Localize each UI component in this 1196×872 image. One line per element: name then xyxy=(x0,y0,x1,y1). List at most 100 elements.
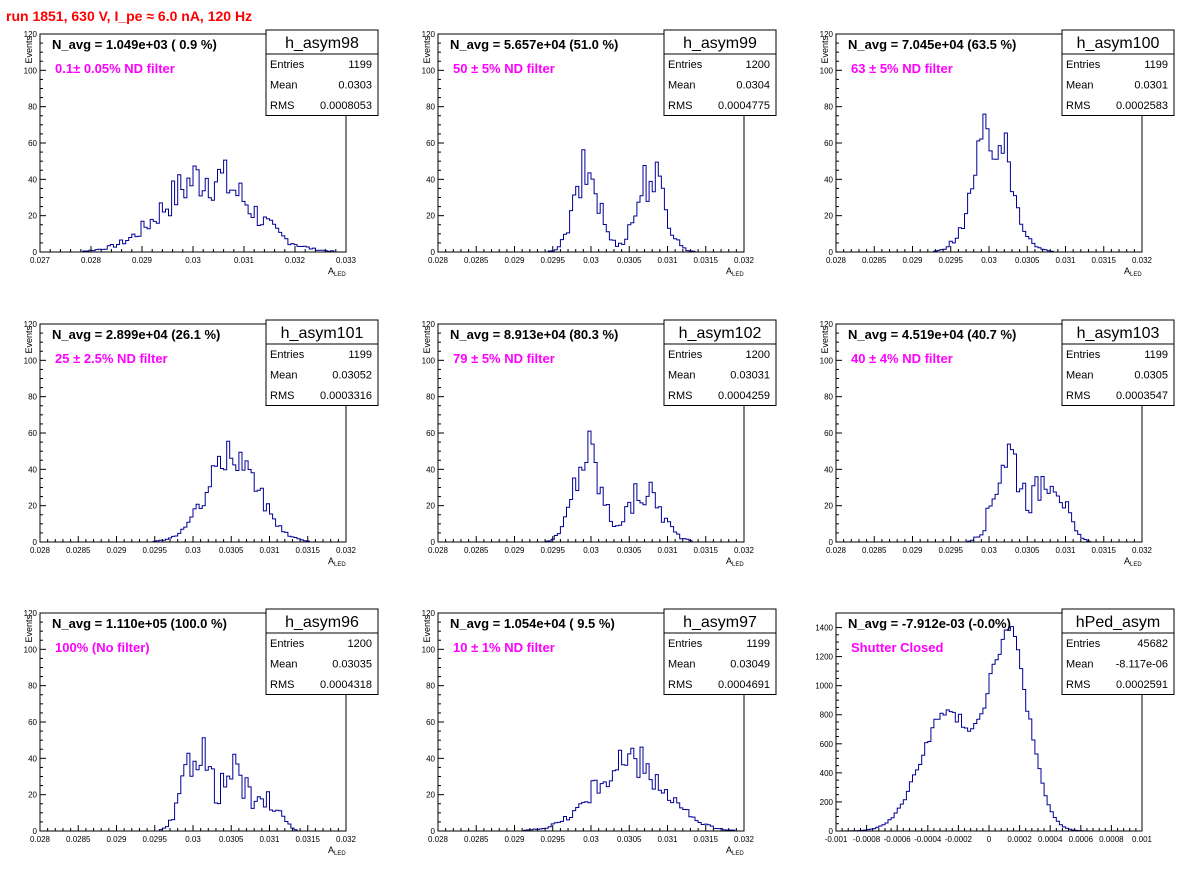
y-tick-label: 40 xyxy=(28,175,37,184)
x-tick-label: -0.0004 xyxy=(914,835,942,844)
x-tick-label: 0.028 xyxy=(30,546,51,555)
y-tick-label: 120 xyxy=(820,30,834,39)
x-tick-label: 0.0295 xyxy=(541,835,566,844)
x-tick-label: -0.0008 xyxy=(853,835,881,844)
y-tick-label: 20 xyxy=(28,791,37,800)
y-tick-label: 40 xyxy=(426,465,435,474)
histogram-series xyxy=(40,737,346,832)
histogram-name: h_asym98 xyxy=(285,35,359,52)
x-tick-label: 0.029 xyxy=(132,256,153,265)
stat-value-mean: 0.0304 xyxy=(736,80,770,92)
y-tick-label: 0 xyxy=(829,827,834,836)
y-tick-label: 100 xyxy=(422,356,436,365)
x-tick-label: 0.031 xyxy=(657,546,678,555)
x-tick-label: 0.032 xyxy=(336,546,357,555)
navg-label: N_avg = 2.899e+04 (26.1 %) xyxy=(52,327,220,342)
x-tick-label: 0.028 xyxy=(428,256,449,265)
y-tick-label: 20 xyxy=(426,791,435,800)
stats-box xyxy=(663,319,777,406)
filter-label: 63 ± 5% ND filter xyxy=(851,61,953,76)
stat-label-rms: RMS xyxy=(270,679,294,691)
histogram-series xyxy=(438,430,744,543)
x-tick-label: 0.029 xyxy=(902,546,923,555)
y-tick-label: 120 xyxy=(24,30,38,39)
stat-value-mean: -8.117e-06 xyxy=(1116,659,1168,671)
x-tick-label: 0.0305 xyxy=(1015,546,1040,555)
navg-label: N_avg = 1.054e+04 ( 9.5 %) xyxy=(450,616,615,631)
x-tick-label: 0.029 xyxy=(504,546,525,555)
stats-box xyxy=(1061,608,1175,695)
stat-label-entries: Entries xyxy=(1066,638,1101,650)
x-tick-label: 0.032 xyxy=(285,256,306,265)
y-tick-label: 100 xyxy=(24,645,38,654)
y-tick-label: 0 xyxy=(33,827,38,836)
navg-label: N_avg = 5.657e+04 (51.0 %) xyxy=(450,37,618,52)
stat-value-mean: 0.03031 xyxy=(730,370,770,382)
y-tick-label: 80 xyxy=(426,682,435,691)
x-tick-label: 0.0315 xyxy=(1092,256,1117,265)
stat-value-entries: 1199 xyxy=(348,349,372,361)
stat-label-entries: Entries xyxy=(1066,59,1101,71)
histogram-series xyxy=(438,149,744,253)
x-tick-label: 0.0295 xyxy=(939,546,964,555)
x-tick-label: 0.0295 xyxy=(143,835,168,844)
y-tick-label: 80 xyxy=(426,103,435,112)
stats-box xyxy=(663,608,777,695)
x-tick-label: 0.033 xyxy=(336,256,357,265)
y-tick-label: 40 xyxy=(28,754,37,763)
y-tick-label: 80 xyxy=(426,393,435,402)
y-tick-label: 1200 xyxy=(815,653,833,662)
x-tick-label: 0.028 xyxy=(428,546,449,555)
stat-label-entries: Entries xyxy=(668,349,703,361)
x-tick-label: 0.0285 xyxy=(66,835,91,844)
stat-label-mean: Mean xyxy=(270,370,298,382)
y-tick-label: 60 xyxy=(426,429,435,438)
x-axis-label: ALED xyxy=(1124,556,1142,568)
x-tick-label: 0.029 xyxy=(106,546,127,555)
stat-value-rms: 0.0003547 xyxy=(1116,390,1168,402)
y-tick-label: 0 xyxy=(33,248,38,257)
x-tick-label: 0.032 xyxy=(734,835,755,844)
navg-label: N_avg = 7.045e+04 (63.5 %) xyxy=(848,37,1016,52)
histogram-panel: -0.001 -0.0008 -0.0006 -0.0004 -0.0002 0 0.000… xyxy=(815,608,1175,844)
x-tick-label: 0.0305 xyxy=(1015,256,1040,265)
y-axis-label: Events xyxy=(820,36,830,64)
x-tick-label: 0.0295 xyxy=(939,256,964,265)
stat-label-mean: Mean xyxy=(1066,659,1094,671)
y-tick-label: 20 xyxy=(824,502,833,511)
histogram-name: h_asym97 xyxy=(683,614,757,631)
x-tick-label: 0.0004 xyxy=(1038,835,1063,844)
x-tick-label: -0.001 xyxy=(825,835,848,844)
x-tick-label: 0.0002 xyxy=(1007,835,1032,844)
filter-label: 50 ± 5% ND filter xyxy=(453,61,555,76)
stat-label-mean: Mean xyxy=(668,659,696,671)
stat-label-mean: Mean xyxy=(270,80,298,92)
y-tick-label: 600 xyxy=(820,740,834,749)
stat-label-mean: Mean xyxy=(1066,80,1094,92)
x-tick-label: 0.028 xyxy=(826,546,847,555)
x-tick-label: 0.03 xyxy=(185,546,201,555)
histogram-series xyxy=(40,159,346,253)
y-tick-label: 60 xyxy=(824,429,833,438)
x-tick-label: 0.0305 xyxy=(617,835,642,844)
y-tick-label: 60 xyxy=(426,718,435,727)
x-tick-label: 0.031 xyxy=(259,835,280,844)
y-tick-label: 20 xyxy=(426,212,435,221)
stat-label-entries: Entries xyxy=(668,59,703,71)
x-axis-label: ALED xyxy=(328,266,346,278)
stat-label-rms: RMS xyxy=(270,100,294,112)
y-axis-label: Events xyxy=(24,615,34,643)
y-tick-label: 40 xyxy=(824,465,833,474)
x-tick-label: 0.0305 xyxy=(219,835,244,844)
y-tick-label: 60 xyxy=(426,139,435,148)
x-tick-label: 0.03 xyxy=(583,546,599,555)
x-tick-label: 0.031 xyxy=(657,256,678,265)
stat-value-entries: 1199 xyxy=(1144,59,1168,71)
x-tick-label: 0.028 xyxy=(30,835,51,844)
histogram-panel: 0.028 0.0285 0.029 0.0295 0.03 0.0305 0.031 0.0… xyxy=(24,608,379,857)
y-tick-label: 100 xyxy=(422,66,436,75)
x-tick-label: 0.032 xyxy=(1132,256,1153,265)
y-tick-label: 80 xyxy=(824,393,833,402)
x-tick-label: 0.0285 xyxy=(464,546,489,555)
navg-label: N_avg = 8.913e+04 (80.3 %) xyxy=(450,327,618,342)
